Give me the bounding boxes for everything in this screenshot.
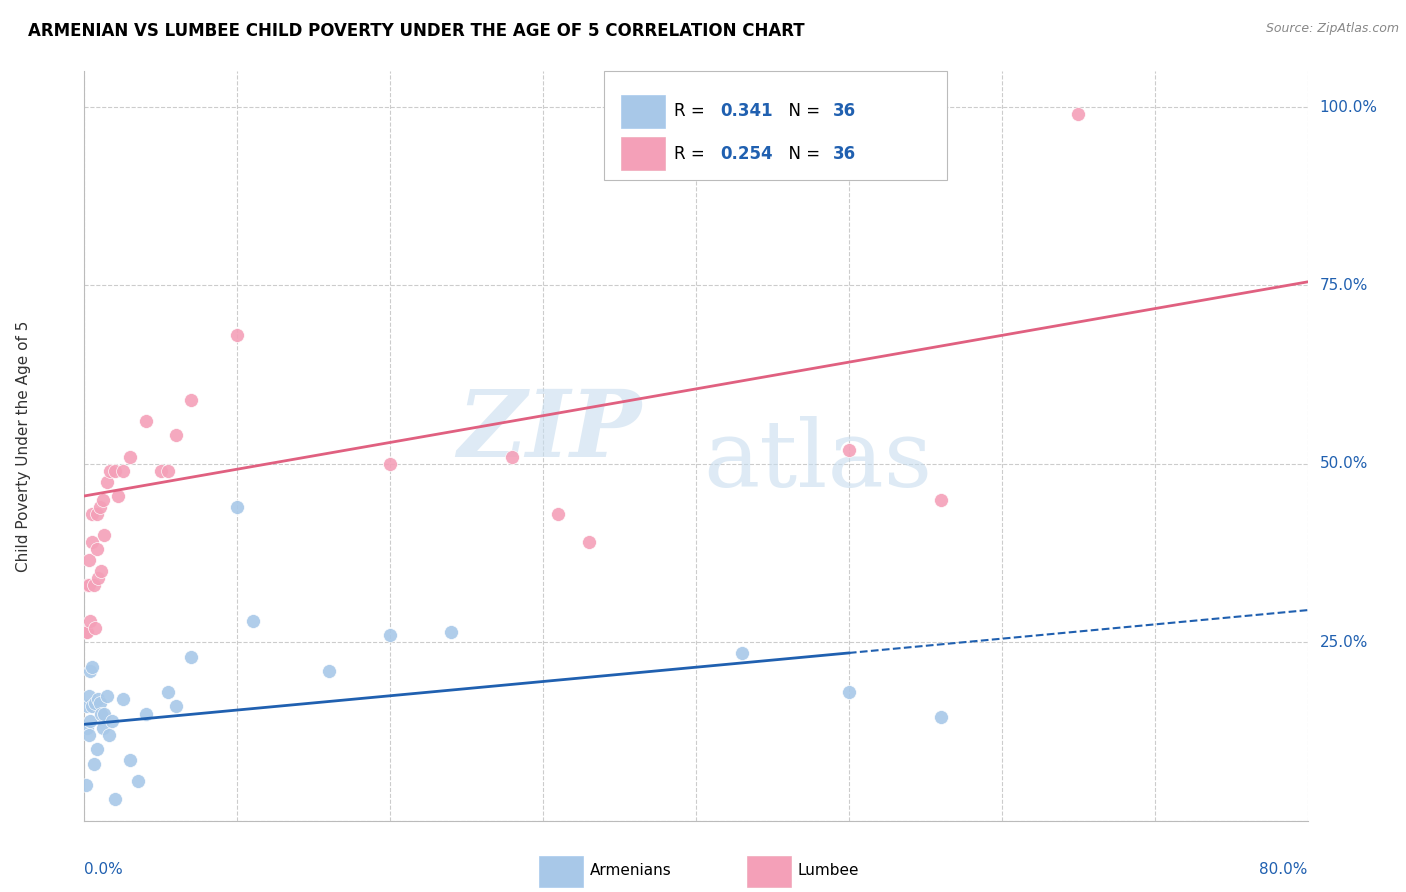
Text: N =: N = <box>778 145 825 162</box>
Text: ARMENIAN VS LUMBEE CHILD POVERTY UNDER THE AGE OF 5 CORRELATION CHART: ARMENIAN VS LUMBEE CHILD POVERTY UNDER T… <box>28 22 804 40</box>
Point <box>87 692 110 706</box>
Point <box>77 553 100 567</box>
Point <box>98 464 121 478</box>
Point <box>180 649 202 664</box>
FancyBboxPatch shape <box>540 855 583 887</box>
Point <box>380 628 402 642</box>
Text: Lumbee: Lumbee <box>797 863 859 879</box>
FancyBboxPatch shape <box>621 95 665 128</box>
Point <box>80 535 103 549</box>
Point <box>80 660 103 674</box>
Point <box>79 614 101 628</box>
Point <box>79 714 101 728</box>
Point <box>929 710 952 724</box>
Point <box>838 685 860 699</box>
Point <box>157 464 180 478</box>
Point <box>440 624 463 639</box>
Point <box>120 450 142 464</box>
Text: Source: ZipAtlas.com: Source: ZipAtlas.com <box>1265 22 1399 36</box>
Text: 50.0%: 50.0% <box>1320 457 1368 471</box>
Text: 100.0%: 100.0% <box>1320 100 1378 114</box>
Point <box>76 699 98 714</box>
Text: 0.341: 0.341 <box>720 102 773 120</box>
Point <box>135 414 157 428</box>
Point <box>77 728 100 742</box>
Point <box>120 753 142 767</box>
Text: 80.0%: 80.0% <box>1260 862 1308 877</box>
Text: 36: 36 <box>832 145 856 162</box>
Point <box>83 756 105 771</box>
Point <box>84 621 107 635</box>
Point <box>76 578 98 592</box>
Point <box>104 792 127 806</box>
Point <box>242 614 264 628</box>
Point <box>165 428 187 442</box>
Point <box>84 696 107 710</box>
Point <box>97 728 120 742</box>
Point <box>77 578 100 592</box>
Text: R =: R = <box>673 102 710 120</box>
Point <box>90 564 112 578</box>
Point <box>731 646 754 660</box>
Point <box>80 699 103 714</box>
Text: Child Poverty Under the Age of 5: Child Poverty Under the Age of 5 <box>15 320 31 572</box>
Point <box>180 392 202 407</box>
Text: 0.0%: 0.0% <box>84 862 124 877</box>
Point <box>76 721 98 735</box>
Point <box>107 489 129 503</box>
Point <box>75 778 97 792</box>
Text: 36: 36 <box>832 102 856 120</box>
Point <box>578 535 600 549</box>
Text: 75.0%: 75.0% <box>1320 278 1368 293</box>
Point <box>89 500 111 514</box>
Point <box>87 571 110 585</box>
Text: N =: N = <box>778 102 825 120</box>
FancyBboxPatch shape <box>621 137 665 170</box>
Point <box>86 542 108 557</box>
Point <box>149 464 172 478</box>
Point <box>226 328 249 343</box>
Point <box>127 774 149 789</box>
Point <box>318 664 340 678</box>
Text: 0.254: 0.254 <box>720 145 773 162</box>
Point <box>111 692 134 706</box>
Point <box>80 507 103 521</box>
Text: ZIP: ZIP <box>457 386 641 476</box>
Text: Armenians: Armenians <box>589 863 671 879</box>
Point <box>1067 107 1090 121</box>
Point <box>838 442 860 457</box>
Point <box>502 450 524 464</box>
Text: atlas: atlas <box>703 416 934 506</box>
Point <box>91 492 114 507</box>
Point <box>77 689 100 703</box>
FancyBboxPatch shape <box>605 71 946 180</box>
Point <box>226 500 249 514</box>
Point <box>91 721 114 735</box>
Point <box>547 507 569 521</box>
Point <box>90 706 112 721</box>
Point <box>135 706 157 721</box>
FancyBboxPatch shape <box>748 855 792 887</box>
Point <box>104 464 127 478</box>
Point <box>76 624 98 639</box>
Point <box>75 624 97 639</box>
Point <box>111 464 134 478</box>
Point <box>101 714 124 728</box>
Point <box>89 696 111 710</box>
Point <box>380 457 402 471</box>
Point <box>157 685 180 699</box>
Point <box>79 664 101 678</box>
Point <box>86 742 108 756</box>
Point <box>93 706 115 721</box>
Point <box>83 578 105 592</box>
Text: R =: R = <box>673 145 710 162</box>
Point <box>96 475 118 489</box>
Text: 25.0%: 25.0% <box>1320 635 1368 649</box>
Point <box>96 689 118 703</box>
Point <box>929 492 952 507</box>
Point <box>86 507 108 521</box>
Point <box>165 699 187 714</box>
Point <box>93 528 115 542</box>
